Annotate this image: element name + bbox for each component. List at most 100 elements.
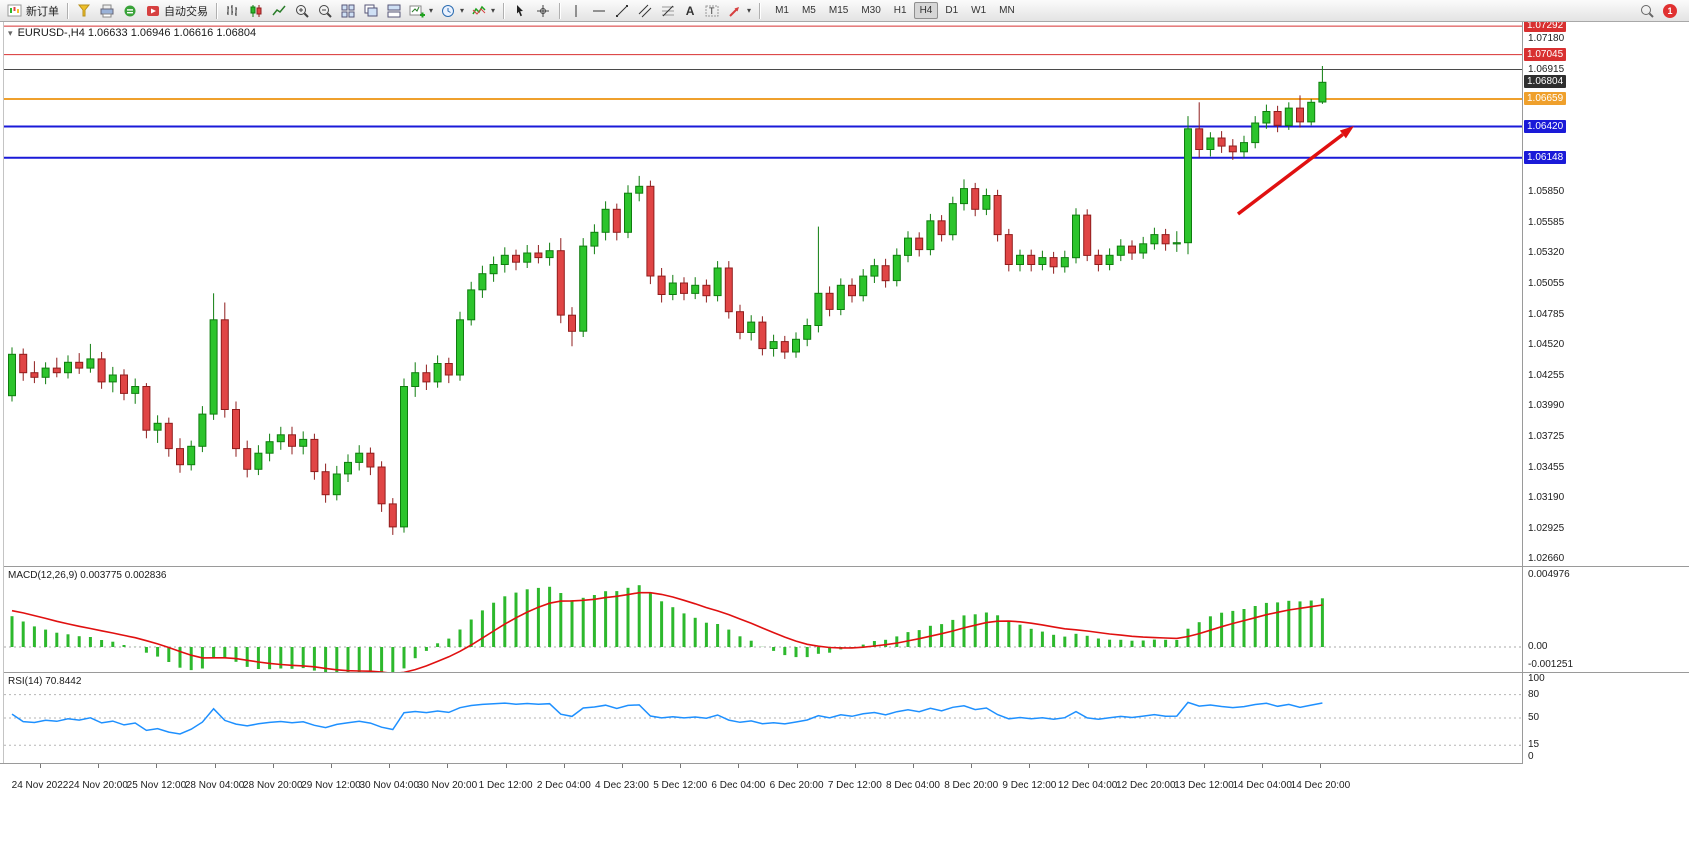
new-chart-button[interactable]: ▾ bbox=[406, 2, 436, 20]
fibonacci-tool-button[interactable] bbox=[657, 2, 679, 20]
time-axis-tick bbox=[854, 764, 856, 768]
trendline-tool-button[interactable] bbox=[611, 2, 633, 20]
text-tool-button[interactable]: A bbox=[680, 2, 700, 20]
chart-left-border bbox=[3, 22, 4, 798]
horizontal-line-tool-button[interactable] bbox=[588, 2, 610, 20]
time-axis-label: 1 Dec 12:00 bbox=[478, 780, 533, 791]
data-window-icon bbox=[124, 5, 136, 16]
arrows-tool-button[interactable]: ▾ bbox=[724, 2, 754, 20]
macd-tick-label: -0.001251 bbox=[1528, 659, 1574, 671]
notification-badge[interactable]: 1 bbox=[1663, 3, 1677, 18]
time-axis-label: 30 Nov 20:00 bbox=[417, 780, 478, 791]
price-line-badge: 1.07045 bbox=[1524, 47, 1567, 61]
timeframe-button-d1[interactable]: D1 bbox=[945, 5, 959, 16]
time-axis-tick bbox=[1320, 764, 1322, 768]
auto-trading-icon bbox=[147, 5, 159, 16]
trendline-icon bbox=[616, 4, 629, 17]
time-axis-label: 9 Dec 12:00 bbox=[1002, 780, 1057, 791]
zoom-in-button[interactable] bbox=[291, 2, 313, 20]
time-axis-tick bbox=[272, 764, 274, 768]
toolbar-separator bbox=[759, 2, 761, 19]
data-window-button[interactable] bbox=[119, 2, 141, 20]
channel-tool-button[interactable] bbox=[634, 2, 656, 20]
price-tick-label: 1.03990 bbox=[1528, 400, 1565, 412]
time-axis[interactable]: 24 Nov 2022 24 Nov 20:00 25 Nov 12:00 28 No… bbox=[0, 763, 1689, 799]
price-axis[interactable]: 1.07180 1.06915 1.05850 1.05585 1.05320 1.050… bbox=[1523, 0, 1689, 800]
timeframe-button-h4[interactable]: H4 bbox=[913, 2, 939, 19]
time-axis-label: 7 Dec 12:00 bbox=[827, 780, 882, 791]
period-button[interactable]: ▾ bbox=[437, 2, 467, 20]
text-icon: A bbox=[685, 3, 695, 18]
time-axis-label: 6 Dec 04:00 bbox=[711, 780, 766, 791]
macd-label: MACD(12,26,9) 0.003775 0.002836 bbox=[8, 570, 167, 581]
line-chart-button[interactable] bbox=[268, 2, 290, 20]
timeframe-button-h1[interactable]: H1 bbox=[893, 5, 907, 16]
time-axis-tick bbox=[505, 764, 507, 768]
chart-title-text: EURUSD-,H4 1.06633 1.06946 1.06616 1.068… bbox=[17, 27, 257, 39]
timeframe-button-m30[interactable]: M30 bbox=[861, 5, 881, 16]
search-button[interactable] bbox=[1636, 2, 1658, 20]
price-tick-label: 1.04255 bbox=[1528, 369, 1565, 381]
tile-windows-button[interactable] bbox=[337, 2, 359, 20]
time-axis-tick bbox=[971, 764, 973, 768]
chart-title: ▾ EURUSD-,H4 1.06633 1.06946 1.06616 1.0… bbox=[8, 27, 256, 39]
price-tick-label: 1.02660 bbox=[1528, 553, 1565, 565]
chart-menu-caret-icon[interactable]: ▾ bbox=[8, 28, 13, 38]
time-axis-label: 28 Nov 04:00 bbox=[184, 780, 245, 791]
new-order-label: 新订单 bbox=[26, 5, 59, 18]
macd-tick-label: 0.00 bbox=[1528, 641, 1548, 652]
chart-profiles-button[interactable] bbox=[73, 2, 95, 20]
timeframe-button-m5[interactable]: M5 bbox=[801, 5, 816, 16]
arrow-object-icon bbox=[729, 6, 740, 17]
crosshair-icon bbox=[537, 4, 550, 17]
rsi-tick-label: 0 bbox=[1528, 751, 1534, 762]
macd-indicator-pane[interactable] bbox=[4, 567, 1522, 672]
time-axis-tick bbox=[913, 764, 914, 768]
profiles-icon bbox=[77, 4, 91, 16]
toolbar-separator bbox=[559, 2, 561, 19]
timeframe-button-m15[interactable]: M15 bbox=[828, 5, 849, 16]
price-tick-label: 1.04785 bbox=[1528, 308, 1565, 320]
fibonacci-icon bbox=[662, 5, 675, 16]
vertical-line-tool-button[interactable] bbox=[565, 2, 587, 20]
time-axis-tick bbox=[1087, 764, 1089, 768]
price-tick-label: 1.02925 bbox=[1528, 522, 1565, 534]
indicators-icon bbox=[472, 5, 486, 15]
print-button[interactable] bbox=[96, 2, 118, 20]
time-axis-label: 24 Nov 2022 bbox=[11, 780, 69, 791]
pane-separator[interactable] bbox=[4, 566, 1689, 567]
rsi-indicator-pane[interactable] bbox=[4, 673, 1522, 763]
price-chart[interactable] bbox=[4, 22, 1522, 566]
time-axis-tick bbox=[1262, 764, 1264, 768]
pane-separator[interactable] bbox=[4, 672, 1689, 673]
text-label-icon: T bbox=[705, 5, 719, 16]
new-order-button[interactable]: 新订单 bbox=[4, 2, 62, 20]
cursor-tool-button[interactable] bbox=[509, 2, 531, 20]
time-axis-tick bbox=[447, 764, 449, 768]
dropdown-caret-icon: ▾ bbox=[429, 6, 434, 15]
indicators-button[interactable]: ▾ bbox=[468, 2, 498, 20]
new-chart-icon bbox=[409, 5, 425, 17]
price-line-badge: 1.06804 bbox=[1524, 75, 1567, 89]
time-axis-tick bbox=[1204, 764, 1205, 768]
auto-trading-button[interactable]: 自动交易 bbox=[142, 2, 211, 20]
cascade-windows-button[interactable] bbox=[360, 2, 382, 20]
split-windows-button[interactable] bbox=[383, 2, 405, 20]
bar-chart-button[interactable] bbox=[222, 2, 244, 20]
zoom-out-icon bbox=[319, 4, 332, 18]
tile-windows-icon bbox=[341, 4, 355, 17]
timeframe-button-w1[interactable]: W1 bbox=[971, 5, 987, 16]
label-tool-button[interactable]: T bbox=[701, 2, 723, 20]
zoom-out-button[interactable] bbox=[314, 2, 336, 20]
crosshair-tool-button[interactable] bbox=[532, 2, 554, 20]
time-axis-tick bbox=[1029, 764, 1031, 768]
price-tick-label: 1.03190 bbox=[1528, 492, 1565, 504]
search-icon bbox=[1641, 4, 1654, 18]
timeframe-button-mn[interactable]: MN bbox=[999, 5, 1015, 16]
price-line-badge: 1.06148 bbox=[1524, 150, 1567, 164]
candlestick-chart-button[interactable] bbox=[245, 2, 267, 20]
svg-text:T: T bbox=[709, 6, 715, 16]
rsi-tick-label: 100 bbox=[1528, 673, 1545, 684]
timeframe-button-m1[interactable]: M1 bbox=[775, 5, 789, 16]
time-axis-label: 8 Dec 04:00 bbox=[886, 780, 940, 791]
